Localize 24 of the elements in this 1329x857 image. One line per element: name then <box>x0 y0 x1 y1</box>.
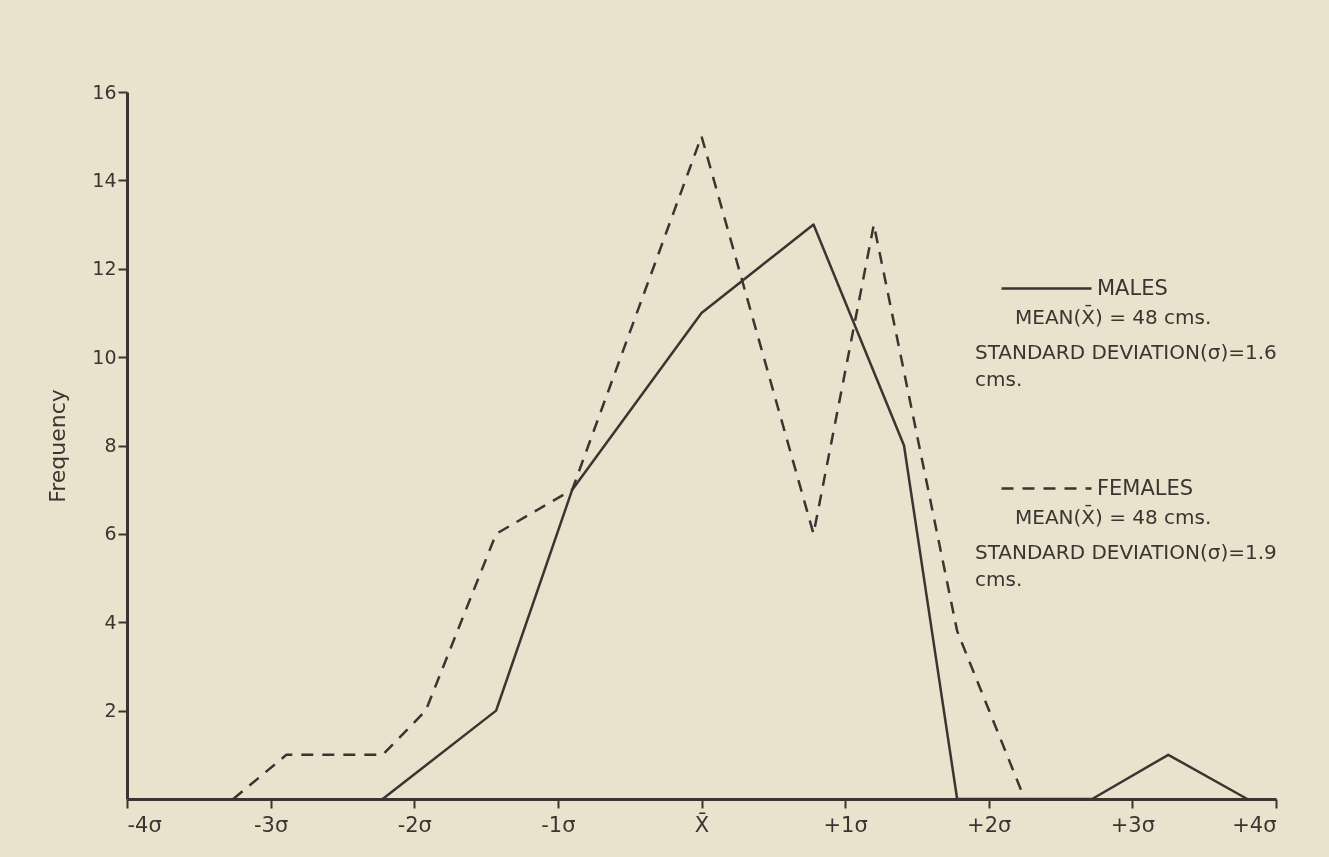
x-tick-label: +2σ <box>967 812 1012 837</box>
legend-label: MALES <box>1097 275 1168 300</box>
y-tick-label: 14 <box>92 168 117 191</box>
x-tick-label: +3σ <box>1110 812 1156 837</box>
x-tick-label: X̄ <box>694 811 710 837</box>
y-axis-title: Frequency <box>45 389 71 503</box>
legend-label: FEMALES <box>1097 475 1194 500</box>
x-tick-label: +4σ <box>1232 812 1277 837</box>
x-tick-label: -1σ <box>541 812 576 837</box>
x-tick-label: -4σ <box>127 812 162 837</box>
x-tick-label: +1σ <box>823 812 868 837</box>
y-tick-label: 12 <box>92 257 117 280</box>
y-tick-label: 10 <box>92 345 117 368</box>
annotation: STANDARD DEVIATION(σ)=1.6 cms. <box>975 339 1278 393</box>
y-tick-label: 4 <box>104 610 117 633</box>
y-tick-label: 6 <box>104 522 117 545</box>
annotation: STANDARD DEVIATION(σ)=1.9 cms. <box>975 539 1278 593</box>
annotation: MEAN(X̄) = 48 cms. <box>1015 504 1213 531</box>
x-tick-label: -2σ <box>397 812 432 837</box>
x-tick-label: -3σ <box>254 812 289 837</box>
annotation: MEAN(X̄) = 48 cms. <box>1015 304 1213 331</box>
y-tick-label: 16 <box>92 80 117 103</box>
y-tick-label: 2 <box>104 699 117 722</box>
y-tick-label: 8 <box>104 434 117 456</box>
